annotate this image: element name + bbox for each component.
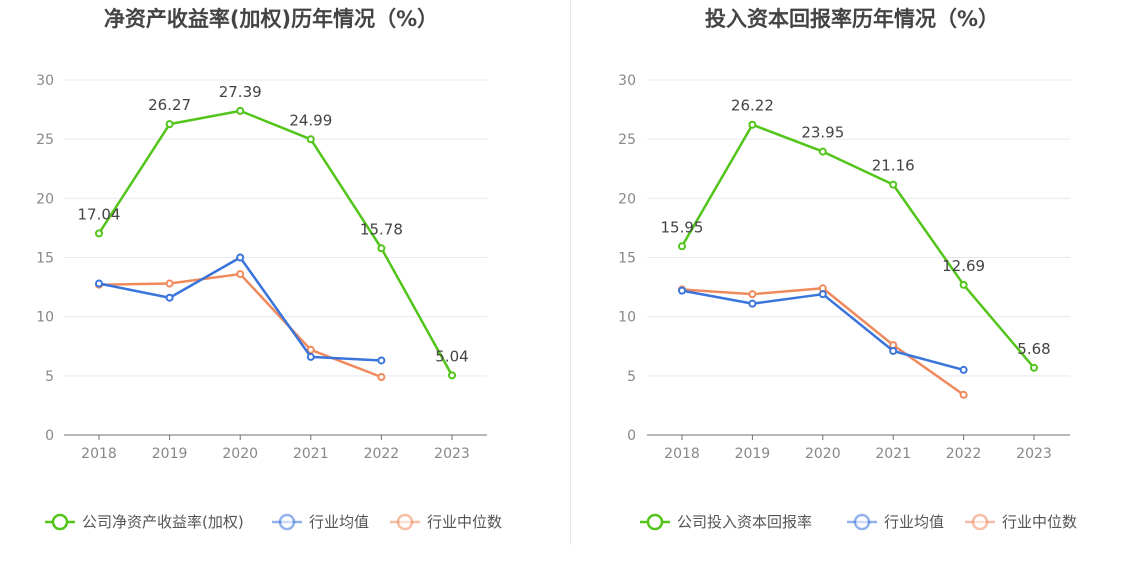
legend-item: 公司投入资本回报率: [640, 513, 812, 531]
legend-marker-icon: [853, 513, 871, 531]
data-label: 23.95: [801, 124, 844, 142]
x-tick-label: 2020: [805, 446, 841, 462]
series-line: [681, 289, 964, 372]
chart-panel-1: 净资产收益率(加权)历年情况（%） 0 5 10 15 20 25 30 2018 2019 202…: [36, 7, 502, 531]
y-tick-label: 30: [618, 73, 636, 89]
x-tick-label: 2019: [735, 446, 771, 462]
data-point: [165, 293, 174, 302]
data-label: 5.04: [435, 347, 468, 365]
chart-panel-2: 投入资本回报率历年情况（%） 0 5 10 15 20 25 30 2018 2019 2020 20…: [618, 7, 1077, 531]
data-label: 15.95: [661, 218, 704, 236]
data-label: 26.22: [731, 97, 774, 115]
data-point: [236, 270, 245, 279]
data-point: [306, 135, 315, 144]
data-point: [306, 352, 315, 361]
y-tick-label: 10: [618, 310, 636, 326]
data-point: [678, 286, 686, 295]
x-tick-label: 2018: [664, 446, 700, 462]
legend-label: 行业均值: [884, 513, 944, 531]
data-point: [165, 120, 174, 129]
data-point: [818, 147, 827, 156]
y-tick-label: 20: [618, 191, 636, 207]
y-tick-label: 0: [627, 428, 636, 444]
legend-label: 行业中位数: [427, 513, 502, 531]
legend-item: 行业中位数: [390, 513, 502, 531]
data-point: [95, 279, 103, 288]
x-tick-label: 2022: [946, 446, 982, 462]
y-tick-label: 0: [45, 428, 54, 444]
legend-marker-icon: [971, 513, 989, 531]
data-point: [306, 345, 315, 354]
x-tick-label: 2020: [222, 446, 258, 462]
data-point: [748, 290, 757, 299]
x-tick-label: 2022: [364, 446, 400, 462]
data-point: [818, 290, 827, 299]
legend-label: 行业均值: [309, 513, 369, 531]
x-tick-label: 2023: [1016, 446, 1052, 462]
data-label: 26.27: [148, 96, 191, 114]
data-label: 24.99: [289, 111, 332, 129]
data-label: 15.78: [360, 220, 403, 238]
data-point: [236, 253, 245, 262]
legend-marker-icon: [278, 513, 296, 531]
data-point: [377, 373, 386, 382]
y-tick-label: 30: [36, 73, 54, 89]
y-tick-label: 15: [618, 251, 636, 267]
data-point: [236, 106, 245, 115]
data-label: 12.69: [942, 257, 985, 275]
y-tick-label: 5: [627, 369, 636, 385]
legend-item: 公司净资产收益率(加权): [45, 513, 244, 531]
y-tick-label: 25: [618, 132, 636, 148]
legend-item: 行业中位数: [965, 513, 1077, 531]
data-point: [678, 242, 686, 251]
data-point: [959, 280, 968, 289]
data-point: [748, 120, 757, 129]
data-point: [889, 346, 898, 355]
series-line: [681, 287, 965, 396]
legend-marker-icon: [51, 513, 69, 531]
chart-title: 投入资本回报率历年情况（%）: [705, 7, 999, 31]
data-point: [1030, 363, 1038, 372]
data-point: [95, 229, 103, 238]
legend-item: 行业均值: [847, 513, 944, 531]
data-label: 27.39: [219, 83, 262, 101]
data-point: [959, 390, 968, 399]
data-label: 5.68: [1017, 340, 1050, 358]
legend-item: 行业均值: [272, 513, 369, 531]
panel-divider: [570, 0, 571, 545]
x-tick-label: 2019: [152, 446, 188, 462]
legend-marker-icon: [396, 513, 414, 531]
y-tick-label: 5: [45, 369, 54, 385]
chart-title: 净资产收益率(加权)历年情况（%）: [104, 7, 438, 31]
legend-marker-icon: [646, 513, 664, 531]
x-tick-label: 2023: [434, 446, 470, 462]
series-line: [680, 123, 1035, 369]
data-label: 17.04: [78, 205, 121, 223]
y-tick-label: 25: [36, 132, 54, 148]
y-tick-label: 20: [36, 191, 54, 207]
data-point: [889, 180, 898, 189]
data-point: [959, 365, 968, 374]
legend-label: 公司投入资本回报率: [677, 513, 812, 531]
y-tick-label: 15: [36, 251, 54, 267]
y-tick-label: 10: [36, 310, 54, 326]
data-point: [448, 371, 456, 380]
legend-label: 行业中位数: [1002, 513, 1077, 531]
x-tick-label: 2018: [81, 446, 117, 462]
series-line: [98, 272, 382, 379]
x-tick-label: 2021: [875, 446, 911, 462]
data-point: [377, 244, 386, 253]
x-tick-label: 2021: [293, 446, 329, 462]
data-point: [165, 279, 174, 288]
legend-label: 公司净资产收益率(加权): [82, 513, 244, 531]
data-point: [748, 299, 757, 308]
data-point: [377, 356, 386, 365]
series-line: [97, 109, 454, 376]
data-label: 21.16: [872, 157, 915, 175]
